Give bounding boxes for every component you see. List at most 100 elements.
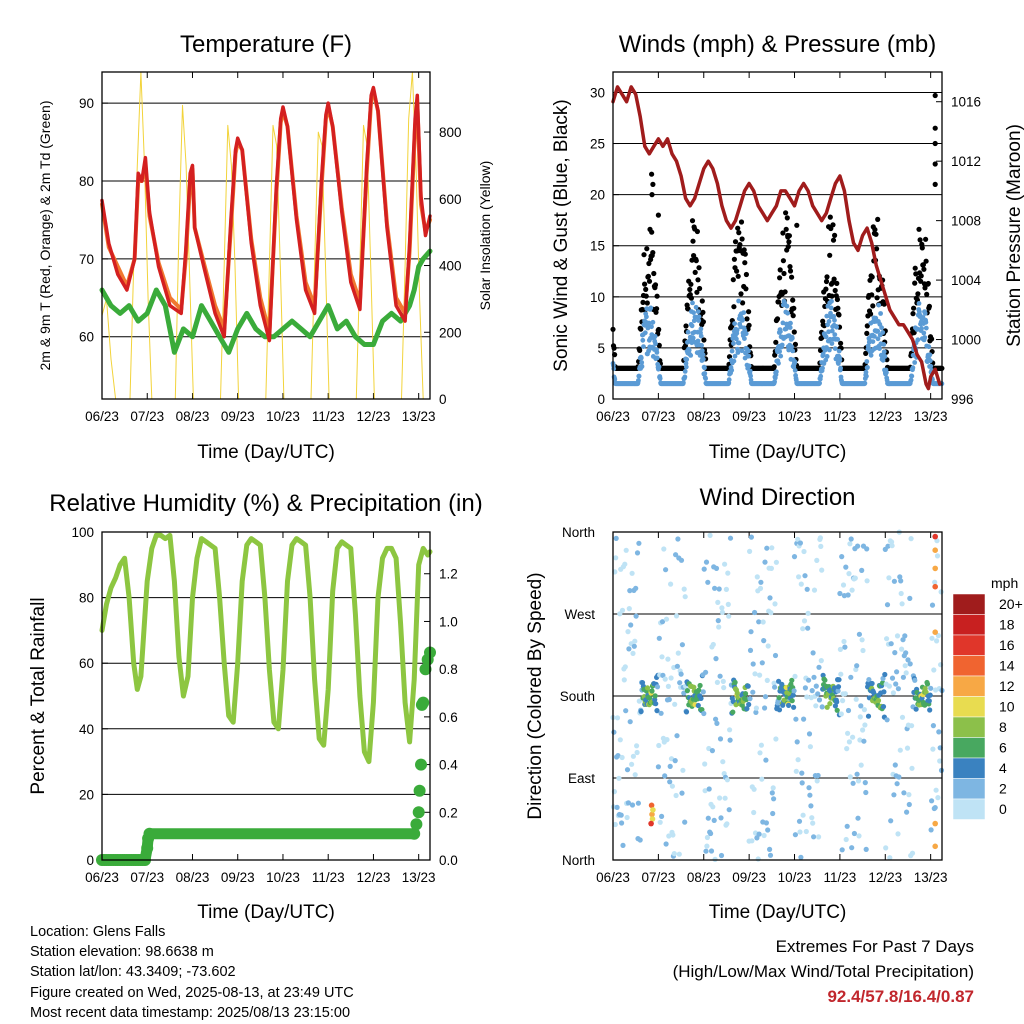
x-tick-label: 11/23 — [824, 409, 857, 424]
wind-direction-point — [804, 586, 810, 592]
wind-direction-point — [933, 787, 939, 793]
wind-direction-point — [856, 631, 863, 637]
gust-point — [874, 246, 880, 252]
wind-direction-point — [630, 650, 636, 657]
wind-direction-point — [904, 745, 911, 751]
wind-direction-point — [722, 561, 728, 567]
wind-direction-point — [811, 587, 818, 593]
wind-point — [834, 324, 839, 330]
wind-point — [778, 329, 783, 334]
gust-point — [739, 236, 745, 242]
wind-direction-point — [744, 706, 750, 712]
precip-point — [410, 818, 423, 831]
wind-direction-point — [900, 674, 907, 680]
gust-point — [646, 278, 653, 284]
wind-direction-point — [855, 815, 861, 821]
wind-direction-point — [632, 638, 638, 644]
wind-direction-point — [801, 548, 807, 555]
wind-direction-point — [680, 767, 686, 773]
wind-point — [685, 329, 691, 335]
wind-point — [640, 337, 646, 343]
wind-point — [837, 357, 843, 363]
y-axis-label-right: Station Pressure (Maroon) — [1004, 124, 1024, 347]
wind-direction-point — [791, 704, 797, 710]
gust-point — [932, 92, 938, 99]
wind-direction-point — [771, 796, 777, 802]
wind-direction-point — [810, 650, 816, 656]
wind-point — [689, 323, 695, 329]
wind-direction-point — [818, 543, 824, 550]
wind-point — [826, 319, 832, 324]
wind-direction-point — [655, 764, 662, 770]
wind-direction-point — [901, 790, 907, 796]
wind-point — [639, 364, 645, 369]
wind-direction-point — [752, 671, 758, 677]
y-right-tick-label: 1000 — [951, 333, 981, 348]
wind-direction-point — [699, 707, 705, 713]
wind-direction-point — [691, 684, 697, 690]
gust-point — [912, 280, 918, 286]
wind-point — [740, 317, 745, 323]
wind-direction-point — [653, 701, 659, 707]
wind-point — [682, 369, 688, 374]
wind-point — [872, 334, 877, 339]
wind-direction-point — [662, 773, 668, 779]
x-tick-label: 09/23 — [732, 870, 766, 885]
wind-point — [732, 353, 738, 359]
x-tick-label: 06/23 — [85, 409, 119, 424]
wind-direction-point — [682, 594, 688, 600]
wind-direction-point — [848, 536, 854, 542]
wind-direction-point — [767, 846, 773, 853]
gust-point — [694, 228, 701, 235]
wind-direction-point — [792, 832, 799, 838]
wind-direction-point — [621, 677, 627, 683]
wind-direction-point — [850, 780, 856, 786]
wind-direction-point — [619, 607, 626, 613]
wind-point — [789, 335, 795, 341]
wind-point — [746, 353, 752, 359]
wind-point — [691, 318, 697, 324]
wind-direction-point — [827, 701, 833, 707]
wind-direction-point — [891, 792, 897, 798]
x-tick-label: 07/23 — [641, 870, 675, 885]
gust-point — [830, 222, 836, 228]
wind-direction-point — [649, 811, 655, 818]
wind-direction-point — [932, 629, 938, 635]
wind-point — [726, 377, 732, 383]
wind-direction-point — [672, 701, 678, 707]
legend-swatch — [952, 778, 986, 800]
wind-direction-point — [611, 729, 617, 735]
wind-direction-point — [899, 646, 905, 652]
wind-direction-point — [637, 837, 643, 843]
wind-point — [700, 352, 706, 358]
wind-direction-point — [857, 714, 863, 720]
wind-direction-point — [732, 679, 738, 686]
wind-direction-point — [932, 533, 938, 540]
wind-direction-point — [845, 707, 852, 714]
wind-direction-point — [667, 779, 673, 785]
wind-direction-point — [677, 680, 683, 686]
wind-point — [908, 377, 914, 383]
wind-direction-point — [673, 552, 679, 558]
wind-direction-point — [852, 575, 858, 581]
wind-direction-point — [932, 805, 938, 811]
wind-point — [646, 320, 652, 326]
wind-point — [879, 325, 884, 331]
gust-point — [827, 214, 833, 220]
x-tick-label: 11/23 — [312, 870, 345, 885]
wind-point — [644, 314, 649, 320]
wind-direction-point — [706, 786, 712, 792]
wind-direction-point — [659, 619, 666, 625]
gust-point — [790, 297, 796, 303]
gust-point — [688, 281, 694, 287]
legend-swatch — [952, 634, 986, 656]
wind-direction-point — [666, 696, 672, 703]
gust-point — [642, 281, 648, 287]
x-tick-label: 10/23 — [778, 409, 812, 424]
wind-direction-point — [727, 535, 734, 541]
wind-point — [884, 370, 889, 375]
wind-point — [774, 369, 779, 375]
gust-point — [929, 336, 935, 342]
wind-direction-point — [809, 815, 815, 821]
station-location: Location: Glens Falls — [30, 924, 166, 940]
